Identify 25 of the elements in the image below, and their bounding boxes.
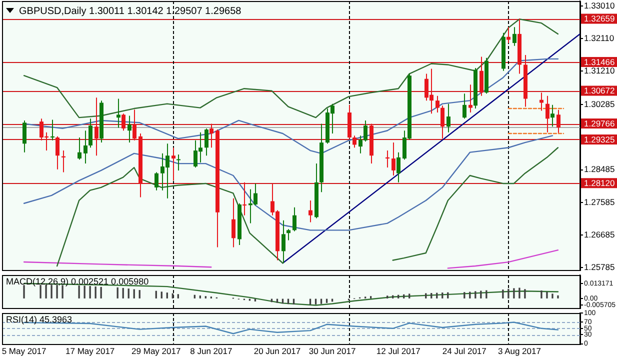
y-tick-label: 1.31210 <box>584 66 615 76</box>
y-tick-label: 1.33010 <box>584 0 615 10</box>
ref-line-label: 1.30672 <box>584 86 615 96</box>
y-tick-label: 1.32110 <box>584 32 614 43</box>
y-tick-label: 1.26685 <box>584 229 615 240</box>
ref-line-label: 1.29325 <box>584 134 615 144</box>
ref-line-label: 1.32659 <box>584 14 615 24</box>
x-tick-label: 3 Aug 2017 <box>498 346 542 356</box>
x-tick-label: 12 Jul 2017 <box>376 346 421 356</box>
chart-title: RSI(14) 45.3963 <box>6 314 72 324</box>
y-tick-label: 1.30285 <box>584 99 615 110</box>
x-tick-label: 17 May 2017 <box>66 346 115 356</box>
x-tick-label: 20 Jun 2017 <box>254 346 301 356</box>
text: GBPUSD,Daily 1.30011 1.30142 1.29507 1.29658 <box>19 6 242 17</box>
x-tick-label: 8 Jun 2017 <box>190 346 232 356</box>
y-tick-label: 1.27585 <box>584 196 615 207</box>
y-tick-label: 1.25785 <box>584 262 615 272</box>
ref-line-label: 1.29766 <box>584 118 615 128</box>
ref-line-label: 1.31466 <box>584 56 615 67</box>
x-tick-label: 29 May 2017 <box>132 346 181 356</box>
x-tick-label: 30 Jun 2017 <box>308 346 356 356</box>
x-tick-label: 5 May 2017 <box>2 346 46 356</box>
x-tick-label: 24 Jul 2017 <box>442 346 487 356</box>
ref-line-label: 1.28120 <box>584 178 615 188</box>
y-tick-label: 1.28485 <box>584 164 615 174</box>
